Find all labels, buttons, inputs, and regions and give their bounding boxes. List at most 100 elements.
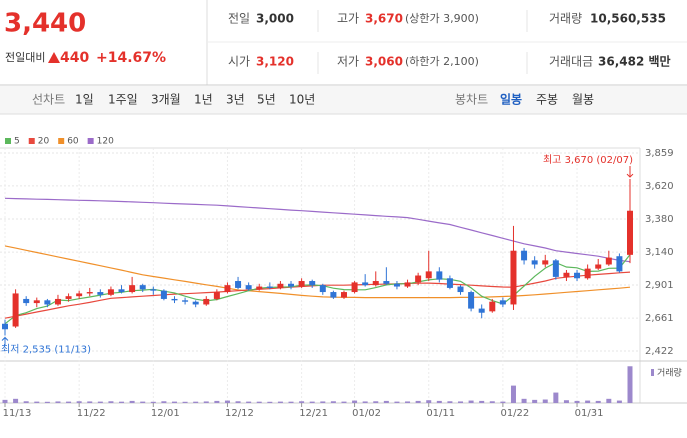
volume-bar — [140, 401, 146, 403]
volume-bar — [489, 401, 495, 403]
y-tick-label: 3,859 — [645, 148, 674, 159]
volume-bar — [383, 400, 389, 403]
volume-bar — [288, 401, 294, 403]
candle-body — [86, 292, 93, 294]
nav-period[interactable]: 1년 — [194, 93, 213, 107]
volume-bar — [97, 401, 103, 403]
nav-period[interactable]: 3년 — [226, 93, 245, 107]
candle-body — [256, 286, 263, 290]
candle-body — [139, 285, 146, 290]
nav-bar — [0, 86, 687, 114]
volume-swatch — [651, 369, 654, 376]
nav-period[interactable]: 5년 — [257, 93, 276, 107]
candle-body — [436, 271, 443, 280]
volume-bar — [119, 401, 125, 403]
volume-bar — [320, 401, 326, 403]
volume-bar — [394, 401, 400, 403]
item-label: 거래대금 — [549, 55, 593, 69]
volume-bar — [34, 401, 40, 403]
candle-body — [446, 278, 453, 288]
ma-line — [4, 197, 631, 263]
high-annotation: 최고 3,670 (02/07) — [543, 154, 633, 166]
volume-bar — [436, 400, 442, 403]
candle-body — [415, 275, 422, 283]
candle-body — [383, 281, 390, 284]
x-tick-label: 11/22 — [77, 408, 106, 419]
candle-body — [531, 260, 538, 265]
candle-body — [235, 281, 242, 288]
volume-bar — [108, 401, 114, 403]
volume-bar — [352, 400, 358, 403]
high-arrow — [626, 166, 634, 178]
volume-bar — [553, 392, 559, 403]
volume-bar — [277, 401, 283, 403]
candle-body — [23, 298, 30, 304]
volume-bar — [76, 401, 82, 403]
candle-body — [489, 301, 496, 312]
candle-body — [33, 300, 40, 304]
item-label: 시가 — [228, 55, 250, 69]
candle-body — [552, 260, 559, 277]
nav-period[interactable]: 1일 — [75, 93, 94, 107]
volume-label: 거래량 — [657, 367, 682, 379]
x-tick-label: 12/21 — [299, 408, 328, 419]
nav-period[interactable]: 일봉 — [500, 93, 522, 107]
chart: 5 20 60 120 2,422 2,661 2,901 3,140 3,380 3,620 3,… — [0, 137, 687, 419]
y-tick-label: 2,901 — [645, 280, 674, 291]
volume-bar — [87, 401, 93, 403]
volume-bar — [458, 401, 464, 403]
volume-bar — [267, 401, 273, 403]
candle-body — [605, 257, 612, 265]
legend-label: 5 — [14, 137, 20, 147]
nav-period[interactable]: 월봉 — [572, 93, 594, 107]
candle-body — [192, 301, 199, 305]
current-price: 3,440 — [4, 9, 86, 39]
nav-period[interactable]: 주봉 — [536, 93, 558, 107]
candle-body — [510, 250, 517, 305]
item-value: 3,060 — [365, 55, 403, 69]
volume-bar — [500, 401, 506, 403]
candle-body — [340, 292, 347, 298]
volume-bar — [299, 401, 305, 403]
candle-body — [107, 289, 114, 295]
x-tick-label: 12/12 — [225, 408, 254, 419]
legend-swatch — [28, 138, 35, 144]
candle-body — [298, 281, 305, 287]
candle-body — [2, 323, 8, 330]
candle-body — [213, 292, 220, 299]
candle-body — [425, 271, 432, 279]
candle-body — [521, 250, 528, 261]
item-label: 전일 — [228, 12, 250, 26]
candle-body — [203, 298, 210, 305]
volume-bar — [171, 401, 177, 403]
nav-period[interactable]: 1주일 — [108, 93, 138, 107]
volume-bar — [616, 400, 622, 403]
volume-bar — [510, 385, 516, 403]
volume-bar — [44, 401, 50, 403]
item-label: 고가 — [337, 12, 359, 26]
volume-bar — [203, 401, 209, 403]
candle-body — [76, 293, 83, 297]
nav-period[interactable]: 3개월 — [151, 93, 181, 107]
volume-bar — [595, 400, 601, 403]
y-tick-label: 3,620 — [645, 181, 674, 192]
volume-bar — [2, 399, 8, 403]
y-tick-label: 3,140 — [645, 247, 674, 258]
volume-bar — [426, 400, 432, 403]
candle-body — [351, 282, 358, 293]
change-rate: +14.67% — [96, 50, 166, 66]
candle-body — [54, 298, 61, 305]
volume-bar — [341, 401, 347, 403]
item-note: (상한가 3,900) — [405, 12, 479, 25]
candle-body — [224, 285, 231, 293]
x-tick-label: 01/11 — [426, 408, 455, 419]
nav-period[interactable]: 10년 — [289, 93, 315, 107]
item-value: 36,482 백만 — [598, 54, 671, 69]
item-value: 3,670 — [365, 12, 403, 26]
up-icon — [48, 52, 60, 63]
volume-bar — [447, 401, 453, 403]
change-label: 전일대비 — [5, 50, 45, 64]
volume-bar — [309, 401, 315, 403]
volume-bar — [193, 401, 199, 403]
